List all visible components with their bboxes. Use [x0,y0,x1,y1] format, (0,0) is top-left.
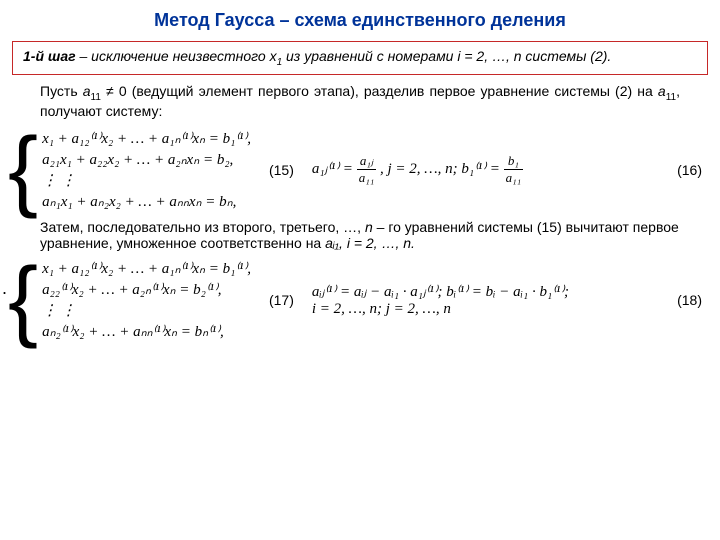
sys15-l4: aₙ₁x₁ + aₙ₂x₂ + … + aₙₙxₙ = bₙ, [42,192,251,211]
system-17-row: { x₁ + a₁₂⁽¹⁾x₂ + … + a₁ₙ⁽¹⁾xₙ = b₁⁽¹⁾, … [8,257,712,343]
frac-a-den: a₁₁ [357,170,377,186]
frac-a: a₁ⱼ a₁₁ [357,153,377,186]
intro-text: Пусть a11 ≠ 0 (ведущий элемент первого э… [40,83,680,119]
step-idx: i = 2, …, n [457,48,521,64]
sys15-l2: a₂₁x₁ + a₂₂x₂ + … + a₂ₙxₙ = b₂, [42,150,251,169]
sys15-l3: ⋮ ⋮ [42,171,251,190]
def18-r: i = 2, …, n; j = 2, …, n [312,301,569,318]
intro-p3: ≠ 0 (ведущий элемент первого этапа), раз… [101,83,658,99]
sys17-l4: aₙ₂⁽¹⁾x₂ + … + aₙₙ⁽¹⁾xₙ = bₙ⁽¹⁾, [42,322,251,341]
intro-p2sub: 11 [91,92,101,103]
frac-a-num: a₁ⱼ [357,153,377,170]
def16-a-lhs: a₁ⱼ⁽¹⁾ = [312,161,357,177]
sys17-l1: x₁ + a₁₂⁽¹⁾x₂ + … + a₁ₙ⁽¹⁾xₙ = b₁⁽¹⁾, [42,259,251,278]
system-15-row: { x₁ + a₁₂⁽¹⁾x₂ + … + a₁ₙ⁽¹⁾xₙ = b₁⁽¹⁾, … [8,127,712,213]
frac-b-den: a₁₁ [504,170,524,186]
def-16: a₁ⱼ⁽¹⁾ = a₁ⱼ a₁₁ , j = 2, …, n; b₁⁽¹⁾ = … [312,153,523,186]
page-title: Метод Гаусса – схема единственного делен… [0,0,720,37]
mid-t4: aᵢ₁, i = 2, …, n. [325,235,415,251]
eq-num-16: (16) [677,162,702,178]
step-t3: системы (2). [522,48,612,64]
frac-b: b₁ a₁₁ [504,153,524,186]
system-17: x₁ + a₁₂⁽¹⁾x₂ + … + a₁ₙ⁽¹⁾xₙ = b₁⁽¹⁾, a₂… [42,257,251,343]
intro-p4: a [658,83,666,99]
def18-a: aᵢⱼ⁽¹⁾ = aᵢⱼ − aᵢ₁ · a₁ⱼ⁽¹⁾; bᵢ⁽¹⁾ = bᵢ … [312,282,569,301]
def16-a-range: , j = 2, …, n; [380,161,461,177]
brace-icon: { [8,130,38,210]
system-15: x₁ + a₁₂⁽¹⁾x₂ + … + a₁ₙ⁽¹⁾xₙ = b₁⁽¹⁾, a₂… [42,127,251,213]
sys17-l2: a₂₂⁽¹⁾x₂ + … + a₂ₙ⁽¹⁾xₙ = b₂⁽¹⁾, [42,280,251,299]
step-t2: из уравнений с номерами [282,48,457,64]
step-var: x [270,48,277,64]
eq-num-17: (17) [269,292,294,308]
mid-t2: n [365,219,373,235]
def-18: aᵢⱼ⁽¹⁾ = aᵢⱼ − aᵢ₁ · a₁ⱼ⁽¹⁾; bᵢ⁽¹⁾ = bᵢ … [312,282,569,318]
intro-p2: a [83,83,91,99]
mid-t1: Затем, последовательно из второго, треть… [40,219,365,235]
step-box: 1-й шаг – исключение неизвестного x1 из … [12,41,708,75]
eq-num-15: (15) [269,162,294,178]
intro-p4sub: 11 [666,92,676,103]
def16-b-lhs: b₁⁽¹⁾ = [461,161,503,177]
intro-p1: Пусть [40,83,83,99]
mid-text: Затем, последовательно из второго, треть… [40,219,680,251]
step-label: 1-й шаг [23,48,76,64]
step-t1: – исключение неизвестного [76,48,270,64]
sys17-l3: ⋮ ⋮ [42,301,251,320]
brace-icon-2: { [8,260,38,340]
eq-num-18: (18) [677,292,702,308]
frac-b-num: b₁ [504,153,524,170]
sys15-l1: x₁ + a₁₂⁽¹⁾x₂ + … + a₁ₙ⁽¹⁾xₙ = b₁⁽¹⁾, [42,129,251,148]
dot-leader: . [2,278,7,299]
